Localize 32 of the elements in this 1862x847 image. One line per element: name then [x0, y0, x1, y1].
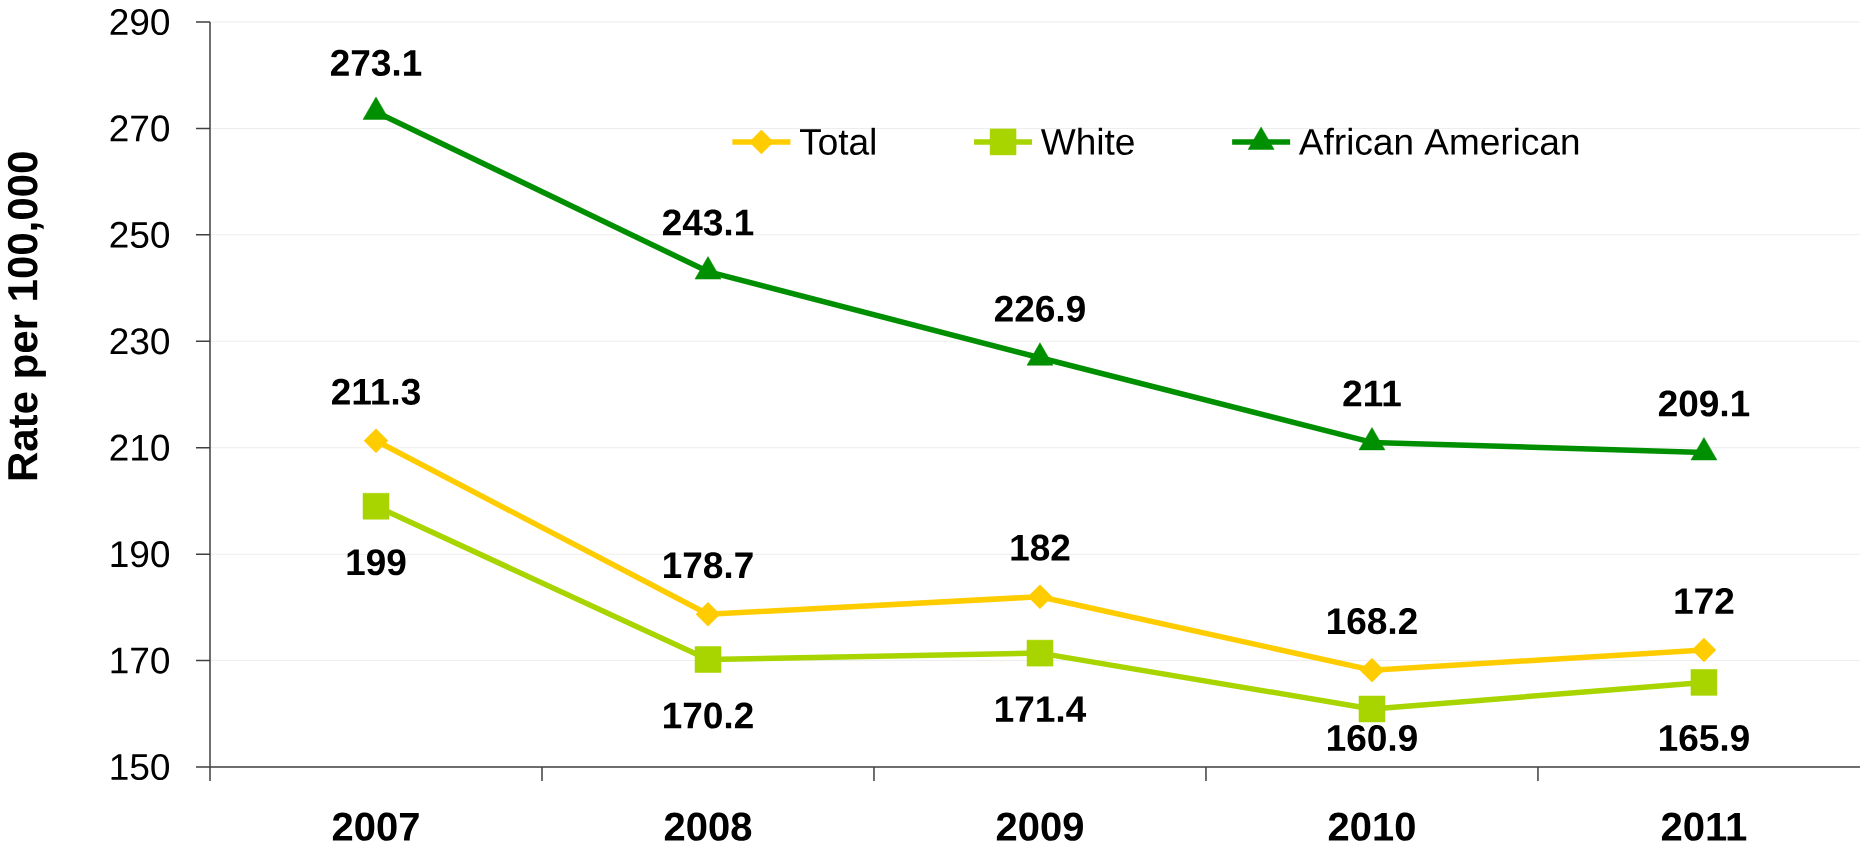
data-label: 178.7 [664, 552, 753, 579]
data-label: 160.9 [1328, 724, 1417, 752]
y-tick-label: 190 [111, 541, 170, 568]
data-label: 211.3 [332, 378, 420, 405]
x-tick-label: 2007 [332, 812, 419, 841]
x-tick-label: 2009 [996, 812, 1083, 841]
data-label: 168.2 [1328, 608, 1417, 635]
data-label: 209.1 [1658, 390, 1750, 417]
data-label: 170.2 [664, 702, 753, 729]
y-tick-label: 270 [110, 115, 170, 142]
data-label: 165.9 [1659, 724, 1749, 752]
x-tick-label: 2011 [1661, 812, 1747, 841]
x-tick-label: 2008 [664, 812, 752, 841]
y-tick-label: 170 [111, 647, 170, 674]
legend-label: African American [1298, 127, 1579, 155]
legend-label: White [1040, 127, 1134, 155]
y-tick-label: 150 [111, 753, 170, 781]
x-tick-label: 2010 [1328, 812, 1415, 841]
y-tick-label: 250 [110, 221, 170, 248]
data-label: 172 [1675, 588, 1734, 614]
data-label: 226.9 [994, 295, 1085, 322]
y-axis-title: Rate per 100,000 [7, 152, 46, 480]
data-label: 182 [1011, 534, 1070, 561]
data-label: 211 [1343, 380, 1401, 407]
data-label: 243.1 [662, 209, 754, 236]
y-tick-label: 210 [110, 434, 170, 461]
y-tick-label: 290 [110, 8, 170, 36]
data-label: 199 [347, 549, 406, 576]
y-tick-label: 230 [110, 328, 170, 355]
legend-label: Total [799, 127, 875, 155]
data-label: 273.1 [330, 49, 422, 77]
data-label: 171.4 [996, 696, 1087, 722]
